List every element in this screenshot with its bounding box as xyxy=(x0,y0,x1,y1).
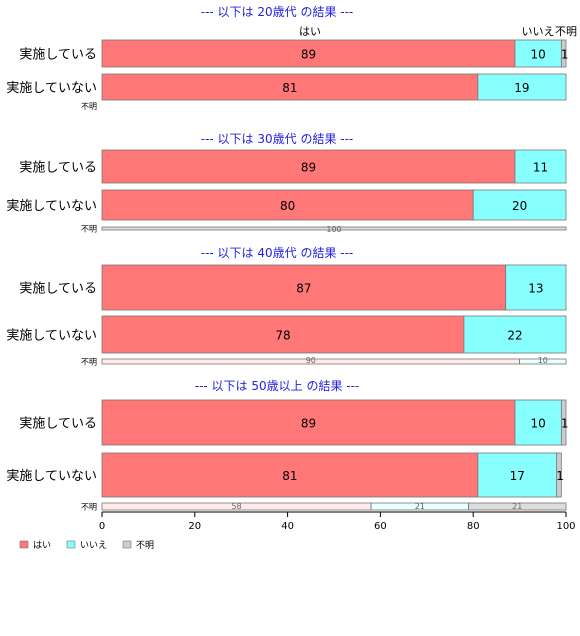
bar-segment xyxy=(477,73,567,101)
group-2: --- 以下は 30歳代 の結果 --- 実施している 89 11 実施していない 80 2… xyxy=(6,132,567,234)
data-label: 87 xyxy=(296,282,311,296)
data-label: 1 xyxy=(561,417,569,431)
bar-segment xyxy=(101,226,567,231)
row-label: 不明 xyxy=(81,225,97,234)
x-tick-label: 60 xyxy=(374,521,387,532)
bar-segment xyxy=(101,149,516,184)
data-label: 81 xyxy=(282,81,297,95)
row-label: 実施していない xyxy=(6,198,97,214)
bar-segment xyxy=(560,399,567,446)
data-label: 17 xyxy=(510,469,525,483)
legend-swatch xyxy=(66,540,76,549)
data-label: 1 xyxy=(561,48,569,62)
group-3: --- 以下は 40歳代 の結果 --- 実施している 87 13 実施していない 78 2… xyxy=(6,246,567,367)
row-label: 不明 xyxy=(81,503,97,512)
legend-label: いいえ xyxy=(80,540,107,551)
segment-header-label: いいえ xyxy=(522,25,555,38)
bar-segment xyxy=(514,399,562,446)
bar-segment xyxy=(505,264,567,311)
bar-segment xyxy=(101,39,516,68)
row-label: 実施している xyxy=(19,416,97,432)
data-label: 81 xyxy=(282,469,297,483)
bar-segment xyxy=(101,399,516,446)
legend-label: 不明 xyxy=(136,540,154,551)
bar-segment xyxy=(101,189,474,221)
data-label: 11 xyxy=(533,161,548,175)
data-label: 20 xyxy=(512,199,527,213)
group-title: --- 以下は 40歳代 の結果 --- xyxy=(201,246,354,260)
data-label: 22 xyxy=(507,329,522,343)
data-label: 10 xyxy=(538,356,548,365)
data-label: 90 xyxy=(306,356,316,365)
data-label: 100 xyxy=(326,225,341,234)
group-title: --- 以下は 30歳代 の結果 --- xyxy=(201,132,354,146)
data-label: 89 xyxy=(301,48,316,62)
group-title: --- 以下は 20歳代 の結果 --- xyxy=(201,5,354,19)
row-label: 不明 xyxy=(81,358,97,367)
group-1: --- 以下は 20歳代 の結果 --- 実施している 89 10 1 実施していない 81… xyxy=(6,5,568,111)
x-axis: 0 20 40 60 80 100 xyxy=(99,511,576,532)
row-label: 実施していない xyxy=(6,328,97,344)
legend: はい いいえ 不明 xyxy=(19,540,154,551)
data-label: 21 xyxy=(512,502,522,511)
bar-segment xyxy=(519,358,567,365)
x-tick-label: 0 xyxy=(99,521,105,532)
legend-label: はい xyxy=(33,540,51,551)
bar-segment xyxy=(463,315,567,354)
data-label: 89 xyxy=(301,417,316,431)
row-label: 実施している xyxy=(19,281,97,297)
group-title: --- 以下は 50歳以上 の結果 --- xyxy=(195,379,360,393)
row-label: 不明 xyxy=(81,102,97,111)
row-label: 実施している xyxy=(19,160,97,176)
bar-segment xyxy=(101,315,465,354)
legend-swatch xyxy=(19,540,29,549)
bar-segment xyxy=(514,149,567,184)
bar-segment xyxy=(560,39,567,68)
data-label: 78 xyxy=(275,329,290,343)
data-label: 80 xyxy=(280,199,295,213)
segment-header: はい いいえ 不明 xyxy=(299,25,577,38)
bar-segment xyxy=(101,452,479,498)
data-label: 10 xyxy=(531,48,546,62)
x-tick-label: 40 xyxy=(281,521,294,532)
bar-segment xyxy=(514,39,562,68)
x-tick-label: 20 xyxy=(188,521,201,532)
group-4: --- 以下は 50歳以上 の結果 --- 実施している 89 10 1 実施していない 8… xyxy=(6,379,568,512)
x-tick-label: 80 xyxy=(467,521,480,532)
row-label: 実施していない xyxy=(6,80,97,96)
bar-segment xyxy=(556,452,562,498)
segment-header-label: はい xyxy=(299,25,321,38)
data-label: 89 xyxy=(301,161,316,175)
x-tick-label: 100 xyxy=(556,521,575,532)
row-label: 実施していない xyxy=(6,468,97,484)
segment-header-label: 不明 xyxy=(555,25,577,38)
data-label: 21 xyxy=(415,502,425,511)
bar-segment xyxy=(472,189,567,221)
data-label: 10 xyxy=(531,417,546,431)
data-label: 13 xyxy=(528,282,543,296)
bar-segment xyxy=(468,502,567,511)
legend-swatch xyxy=(122,540,132,549)
row-label: 実施している xyxy=(19,47,97,63)
bar-segment xyxy=(101,264,507,311)
data-label: 19 xyxy=(514,81,529,95)
data-label: 1 xyxy=(556,469,564,483)
chart-groups: --- 以下は 20歳代 の結果 --- 実施している 89 10 1 実施していない 81… xyxy=(6,5,577,512)
data-label: 58 xyxy=(231,502,241,511)
